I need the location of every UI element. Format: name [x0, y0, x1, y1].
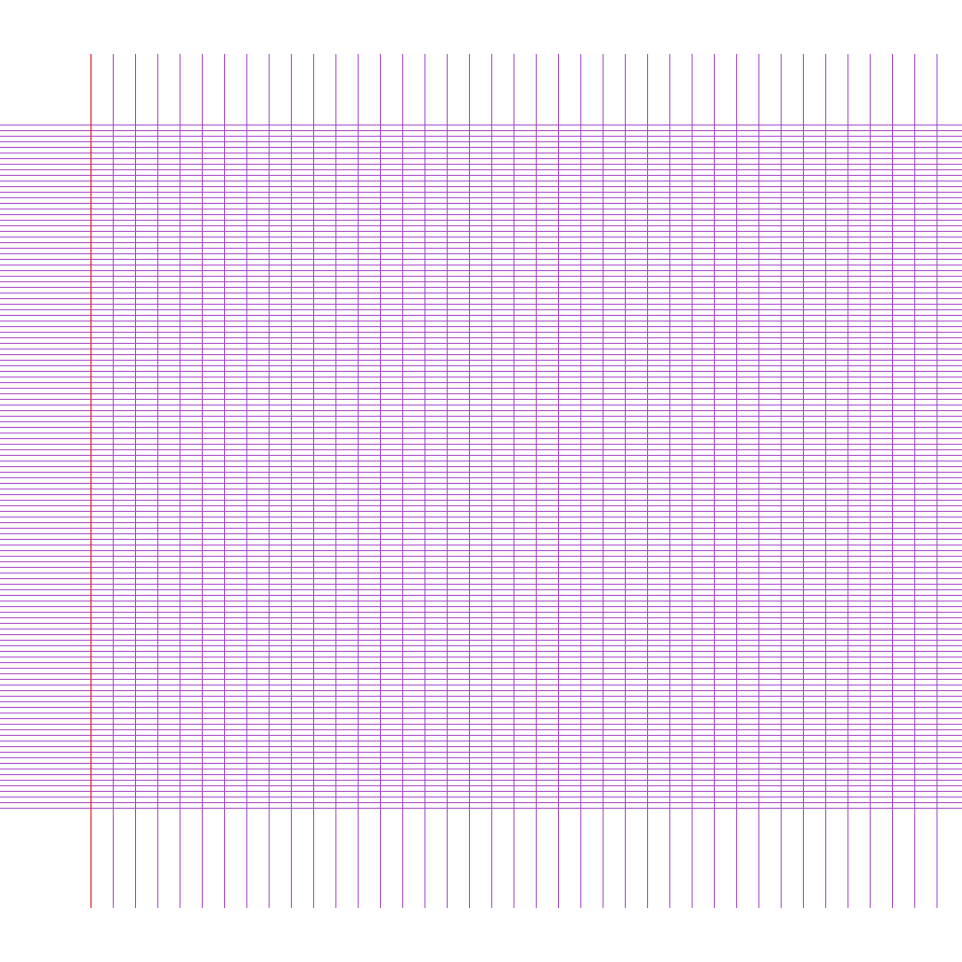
vertical-rules: [112, 54, 938, 908]
horizontal-rules: [0, 124, 962, 809]
